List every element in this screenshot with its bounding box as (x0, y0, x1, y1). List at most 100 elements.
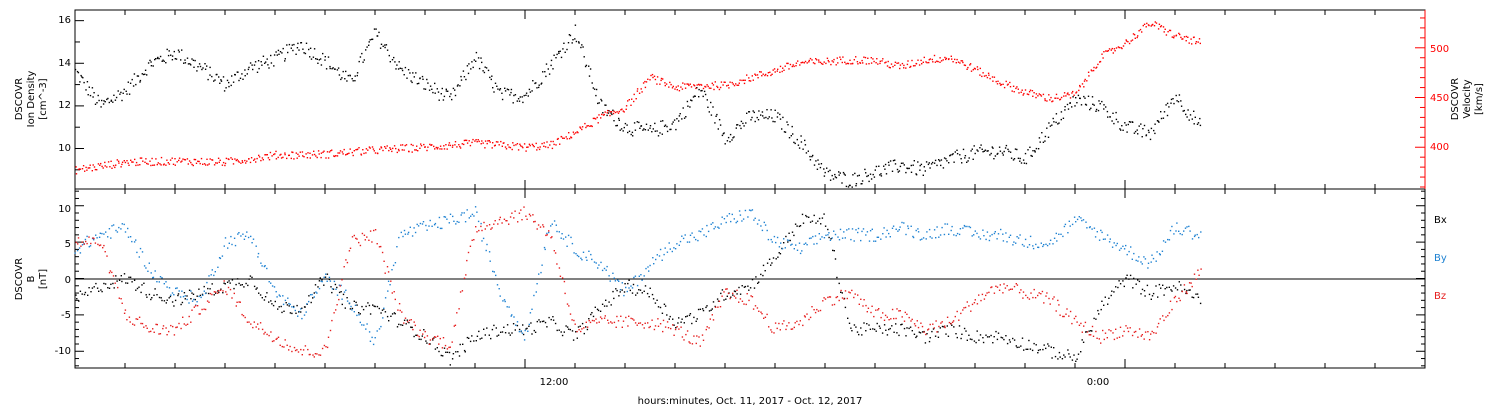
velocity-point (590, 125, 592, 127)
by-point (857, 227, 860, 230)
velocity-point (879, 62, 881, 65)
bz-point (932, 323, 934, 325)
velocity-point (419, 147, 421, 149)
by-point (133, 241, 136, 243)
by-point (827, 234, 829, 236)
bx-point (368, 304, 371, 307)
bz-point (551, 236, 553, 238)
density-point (1064, 109, 1066, 111)
bz-point (217, 292, 219, 294)
bx-point (270, 300, 272, 302)
bz-point (191, 309, 193, 311)
bz-point (351, 236, 354, 238)
bx-point (313, 292, 315, 294)
velocity-point (547, 146, 549, 149)
bz-point (809, 316, 812, 319)
bx-point (1180, 284, 1182, 286)
density-point (980, 144, 982, 146)
bz-point (1032, 296, 1034, 299)
bx-point (312, 297, 314, 299)
density-point (91, 87, 94, 89)
by-point (343, 291, 346, 293)
bx-point (1001, 337, 1004, 339)
bx-point (610, 304, 612, 306)
bz-point (1144, 331, 1147, 333)
bz-point (974, 299, 976, 301)
bx-point (514, 329, 516, 331)
density-point (1178, 94, 1181, 96)
by-point (98, 236, 101, 238)
velocity-point (1044, 98, 1046, 100)
bz-point (539, 226, 542, 228)
bx-point (805, 214, 807, 217)
by-point (444, 216, 447, 218)
by-point (247, 236, 250, 239)
density-point (472, 66, 474, 69)
velocity-point (268, 159, 271, 161)
density-point (239, 77, 242, 79)
density-point (948, 162, 950, 164)
velocity-point (772, 69, 774, 71)
bx-point (893, 331, 895, 333)
bx-point (301, 307, 303, 309)
density-point (592, 87, 594, 89)
density-point (762, 115, 764, 117)
by-point (387, 280, 390, 282)
velocity-point (405, 144, 408, 146)
velocity-point (377, 152, 379, 155)
bz-point (981, 293, 984, 296)
density-point (835, 177, 838, 179)
by-point (275, 291, 277, 293)
bx-point (627, 282, 629, 285)
bx-point (449, 364, 451, 366)
by-point (511, 314, 513, 316)
bz-point (381, 251, 384, 254)
by-point (223, 245, 225, 247)
by-point (488, 251, 491, 253)
density-point (602, 112, 604, 114)
bx-point (1077, 353, 1080, 355)
by-point (1137, 260, 1139, 262)
velocity-point (372, 148, 375, 150)
by-point (678, 244, 680, 246)
velocity-point (282, 156, 284, 159)
density-point (1093, 104, 1095, 106)
by-point (640, 274, 642, 276)
top-ytick-12: 12 (58, 100, 71, 111)
bz-point (1048, 297, 1050, 300)
bx-point (976, 330, 978, 332)
bx-point (188, 289, 191, 291)
bx-point (815, 222, 817, 224)
density-point (340, 78, 342, 81)
bz-point (963, 307, 965, 309)
bz-point (209, 292, 212, 295)
velocity-point (839, 56, 841, 58)
by-point (127, 236, 130, 238)
velocity-point (1138, 30, 1140, 32)
by-point (518, 330, 521, 333)
by-point (1013, 241, 1015, 243)
by-point (105, 231, 107, 233)
bx-point (717, 300, 720, 302)
by-point (1055, 232, 1057, 235)
bx-point (154, 288, 156, 290)
density-point (354, 75, 356, 77)
by-point (520, 330, 522, 332)
bz-point (717, 306, 719, 308)
by-point (741, 220, 743, 222)
bz-point (990, 286, 992, 289)
bx-point (503, 326, 505, 328)
bz-point (683, 339, 685, 341)
density-point (689, 106, 691, 108)
bottom-ylabel-1: DSCOVR (14, 258, 25, 301)
by-point (1194, 234, 1196, 236)
velocity-point (202, 163, 204, 165)
bx-point (81, 293, 83, 295)
bz-point (258, 328, 260, 330)
bz-point (630, 317, 632, 320)
density-point (1170, 102, 1172, 104)
density-point (964, 155, 967, 157)
velocity-point (647, 78, 649, 80)
bz-point (1174, 295, 1177, 298)
by-point (523, 339, 526, 341)
